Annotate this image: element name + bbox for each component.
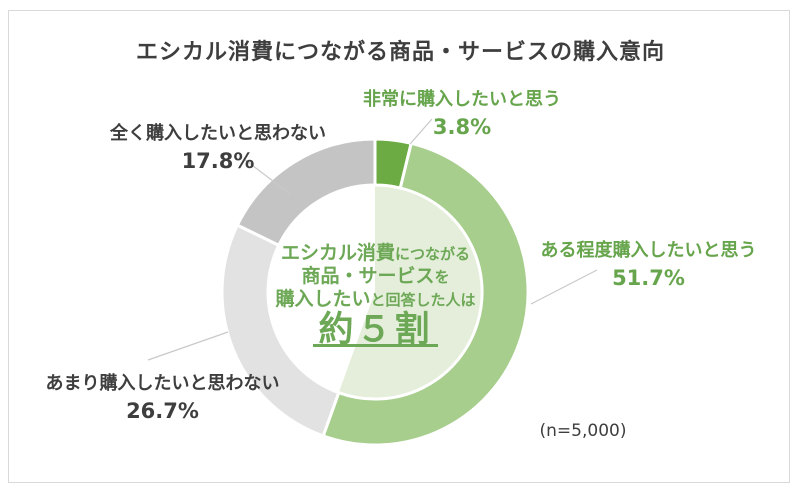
callout-very-value: 3.8% bbox=[432, 114, 492, 139]
center-line-1: エシカル消費につながる bbox=[280, 242, 471, 264]
leader-line-very bbox=[409, 118, 433, 145]
sample-size-note: (n=5,000) bbox=[539, 421, 627, 441]
leader-line-not-at-all bbox=[243, 158, 291, 195]
center-line-2: 商品・サービスを bbox=[301, 265, 450, 287]
callout-somewhat-value: 51.7% bbox=[612, 265, 685, 290]
callout-somewhat: ある程度購入したいと思う 51.7% bbox=[526, 240, 771, 290]
donut-slice-3 bbox=[235, 137, 377, 248]
page-title: エシカル消費につながる商品・サービスの購入意向 bbox=[135, 40, 665, 65]
callout-not-really-label: あまり購入したいと思わない bbox=[45, 373, 280, 394]
leader-line-not-really bbox=[147, 331, 229, 361]
callout-somewhat-label: ある程度購入したいと思う bbox=[540, 240, 757, 261]
callout-not-really-value: 26.7% bbox=[126, 398, 199, 423]
center-line-3: 購入したいと回答した人は bbox=[275, 288, 476, 310]
callout-very-label: 非常に購入したいと思う bbox=[363, 89, 561, 110]
callout-not-at-all-value: 17.8% bbox=[181, 148, 255, 173]
callout-not-at-all: 全く購入したいと思わない 17.8% bbox=[98, 123, 338, 173]
donut-center-text: エシカル消費につながる 商品・サービスを 購入したいと回答した人は 約５割 bbox=[253, 242, 498, 348]
center-headline: 約５割 bbox=[253, 313, 498, 348]
leader-lines bbox=[147, 118, 598, 361]
leader-line-somewhat bbox=[530, 269, 598, 305]
donut-slice-1 bbox=[321, 141, 530, 447]
callout-not-at-all-label: 全く購入したいと思わない bbox=[110, 123, 326, 144]
callout-not-really: あまり購入したいと思わない 26.7% bbox=[30, 373, 295, 423]
callout-very: 非常に購入したいと思う 3.8% bbox=[352, 89, 572, 139]
